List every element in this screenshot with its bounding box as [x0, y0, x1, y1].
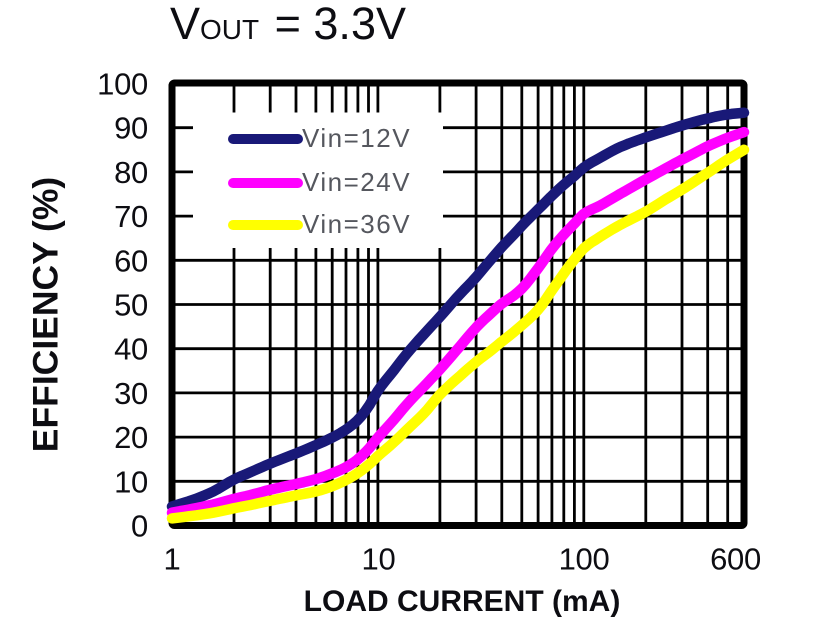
svg-text:100: 100	[559, 542, 610, 577]
svg-text:Vin=12V: Vin=12V	[302, 123, 411, 153]
svg-text:80: 80	[114, 155, 148, 190]
svg-text:20: 20	[114, 420, 148, 455]
svg-text:0: 0	[131, 509, 148, 544]
svg-text:600: 600	[710, 542, 761, 577]
svg-text:70: 70	[114, 199, 148, 234]
svg-text:Vin=36V: Vin=36V	[302, 209, 411, 239]
svg-text:30: 30	[114, 376, 148, 411]
svg-text:60: 60	[114, 243, 148, 278]
svg-text:90: 90	[114, 111, 148, 146]
svg-text:EFFICIENCY (%): EFFICIENCY (%)	[26, 177, 66, 452]
svg-text:40: 40	[114, 332, 148, 367]
svg-text:10: 10	[362, 542, 396, 577]
svg-text:VOUT = 3.3V: VOUT = 3.3V	[170, 0, 406, 49]
svg-text:Vin=24V: Vin=24V	[302, 167, 411, 197]
svg-text:50: 50	[114, 288, 148, 323]
svg-text:10: 10	[114, 464, 148, 499]
svg-text:LOAD CURRENT (mA): LOAD CURRENT (mA)	[304, 585, 621, 618]
svg-text:1: 1	[164, 542, 181, 577]
svg-text:100: 100	[97, 67, 148, 102]
